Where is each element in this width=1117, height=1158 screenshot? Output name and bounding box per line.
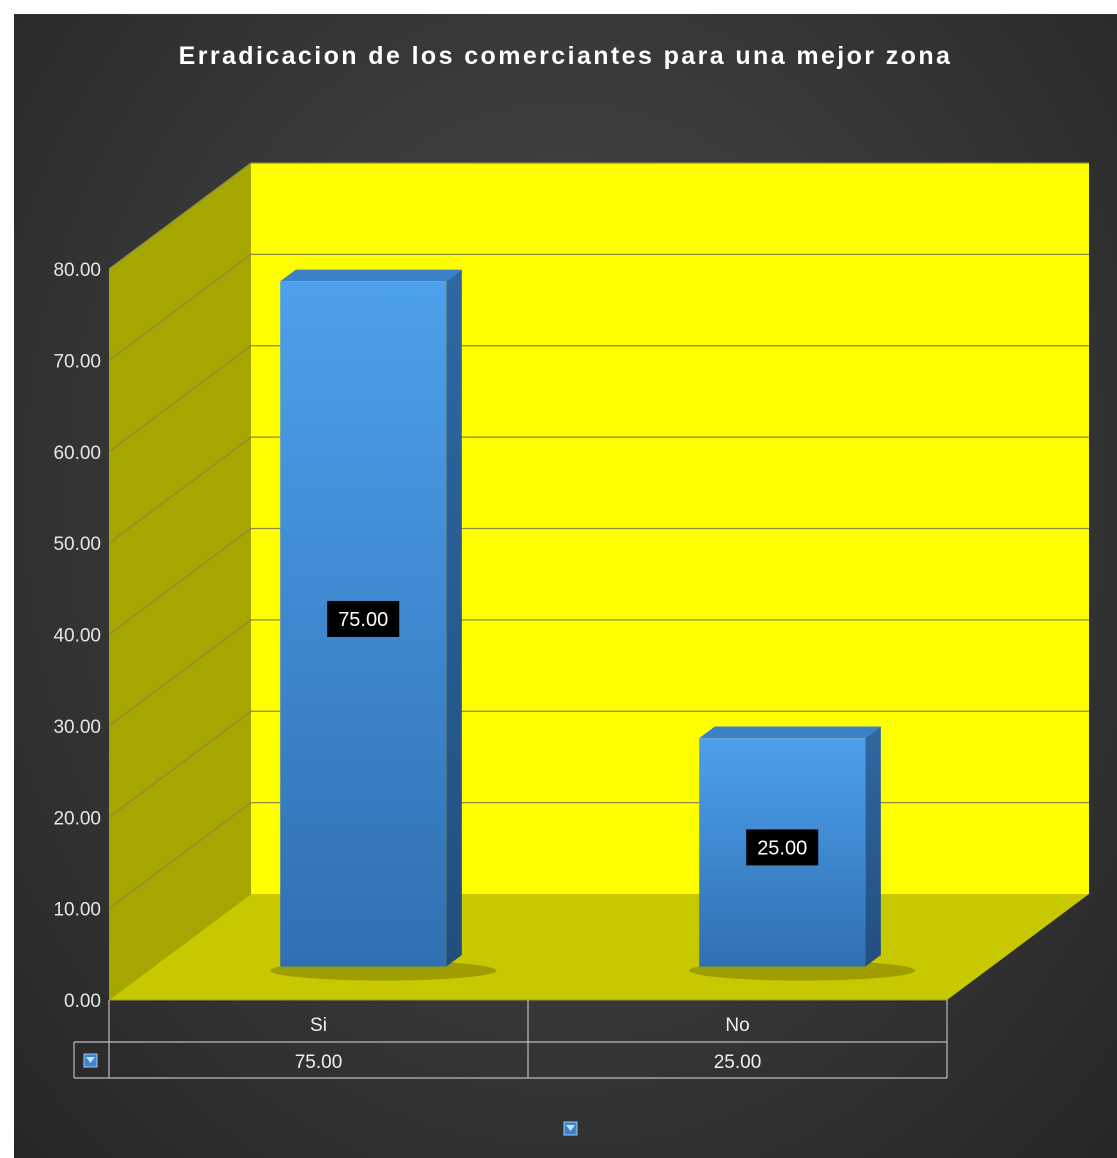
bar-side <box>446 269 462 967</box>
table-category-label: No <box>725 1015 749 1036</box>
y-tick-label: 10.00 <box>53 900 101 921</box>
chart-walls <box>109 163 1089 1000</box>
data-label: 25.00 <box>757 837 807 859</box>
legend-series-icon-mark <box>566 1125 575 1131</box>
bar-top <box>699 726 881 739</box>
chart-title: Erradicacion de los comerciantes para un… <box>178 42 953 70</box>
y-tick-label: 40.00 <box>53 626 101 647</box>
chart-frame: Erradicacion de los comerciantes para un… <box>14 14 1117 1158</box>
gridline <box>108 710 1089 818</box>
y-tick-label: 80.00 <box>53 260 101 281</box>
bars: 75.00 25.00 <box>270 269 916 981</box>
table-value: 75.00 <box>295 1052 343 1073</box>
data-label: 75.00 <box>338 609 388 631</box>
y-axis: 0.00 10.00 20.00 30.00 40.00 50.00 60.00 70.00 8… <box>53 260 101 1012</box>
bar-side <box>865 726 881 967</box>
table-category-label: Si <box>310 1015 327 1036</box>
gridline <box>108 162 1089 270</box>
data-table: Si 75.00 No 25.00 <box>73 1000 948 1079</box>
data-label-box <box>746 829 819 866</box>
table-value: 25.00 <box>714 1052 762 1073</box>
y-tick-label: 60.00 <box>53 443 101 464</box>
gridline <box>108 619 1089 727</box>
gridline <box>108 436 1089 544</box>
gridline <box>108 345 1089 453</box>
gridline <box>108 527 1089 636</box>
gridlines <box>108 162 1089 1001</box>
y-tick-label: 70.00 <box>53 351 101 372</box>
gridline <box>108 253 1089 361</box>
floor <box>109 894 1089 1000</box>
bar-chart-3d: 75.00 25.00 0.00 10.00 20.00 30.00 40.00 50.00… <box>53 162 1089 1136</box>
legend <box>563 1121 578 1136</box>
table-legend-key-icon-mark <box>86 1057 95 1063</box>
y-tick-label: 20.00 <box>53 808 101 829</box>
y-tick-label: 30.00 <box>53 717 101 738</box>
bar-top <box>280 269 462 282</box>
data-label-box <box>327 600 400 637</box>
y-tick-label: 0.00 <box>64 991 101 1012</box>
y-tick-label: 50.00 <box>53 534 101 555</box>
